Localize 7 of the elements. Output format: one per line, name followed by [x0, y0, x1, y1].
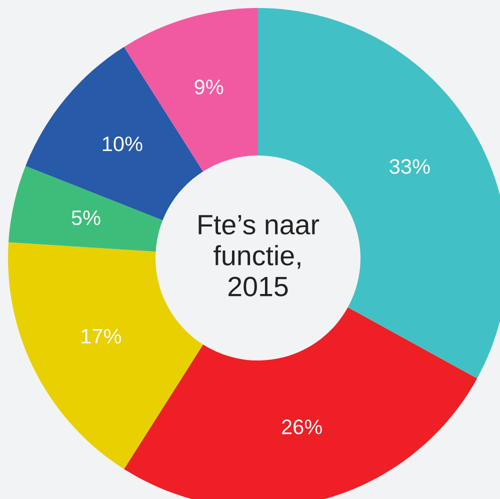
data-label: 26%: [282, 420, 322, 434]
data-label: 17%: [82, 328, 122, 344]
data-label: 33%: [390, 159, 430, 174]
data-label: 9%: [194, 80, 224, 94]
data-label: 10%: [102, 136, 142, 152]
text: Fte’s naar functie, 2015: [198, 215, 320, 296]
data-label: 5%: [72, 210, 100, 226]
